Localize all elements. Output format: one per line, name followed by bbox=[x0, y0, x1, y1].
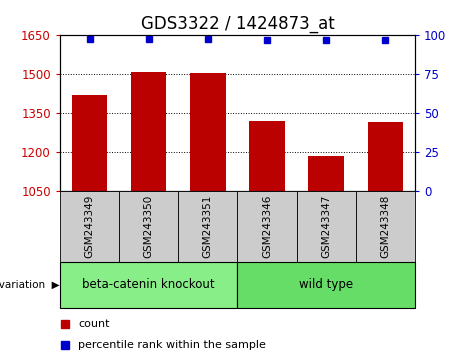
Bar bbox=[237, 262, 415, 308]
Bar bbox=[60, 262, 237, 308]
Bar bbox=[72, 95, 107, 191]
Text: beta-catenin knockout: beta-catenin knockout bbox=[83, 279, 215, 291]
Title: GDS3322 / 1424873_at: GDS3322 / 1424873_at bbox=[141, 15, 334, 33]
Bar bbox=[367, 122, 403, 191]
Text: GSM243351: GSM243351 bbox=[203, 195, 213, 258]
Bar bbox=[308, 156, 344, 191]
Bar bbox=[237, 191, 296, 262]
Bar bbox=[296, 191, 356, 262]
Bar bbox=[249, 121, 285, 191]
Bar bbox=[356, 191, 415, 262]
Text: count: count bbox=[78, 319, 110, 329]
Text: GSM243347: GSM243347 bbox=[321, 195, 331, 258]
Text: GSM243349: GSM243349 bbox=[84, 195, 95, 258]
Bar bbox=[131, 72, 166, 191]
Text: percentile rank within the sample: percentile rank within the sample bbox=[78, 340, 266, 350]
Bar bbox=[190, 73, 225, 191]
Text: wild type: wild type bbox=[299, 279, 353, 291]
Text: genotype/variation  ▶: genotype/variation ▶ bbox=[0, 280, 60, 290]
Bar bbox=[178, 191, 237, 262]
Bar bbox=[60, 191, 119, 262]
Text: GSM243350: GSM243350 bbox=[144, 195, 154, 258]
Text: GSM243348: GSM243348 bbox=[380, 195, 390, 258]
Text: GSM243346: GSM243346 bbox=[262, 195, 272, 258]
Bar bbox=[119, 191, 178, 262]
